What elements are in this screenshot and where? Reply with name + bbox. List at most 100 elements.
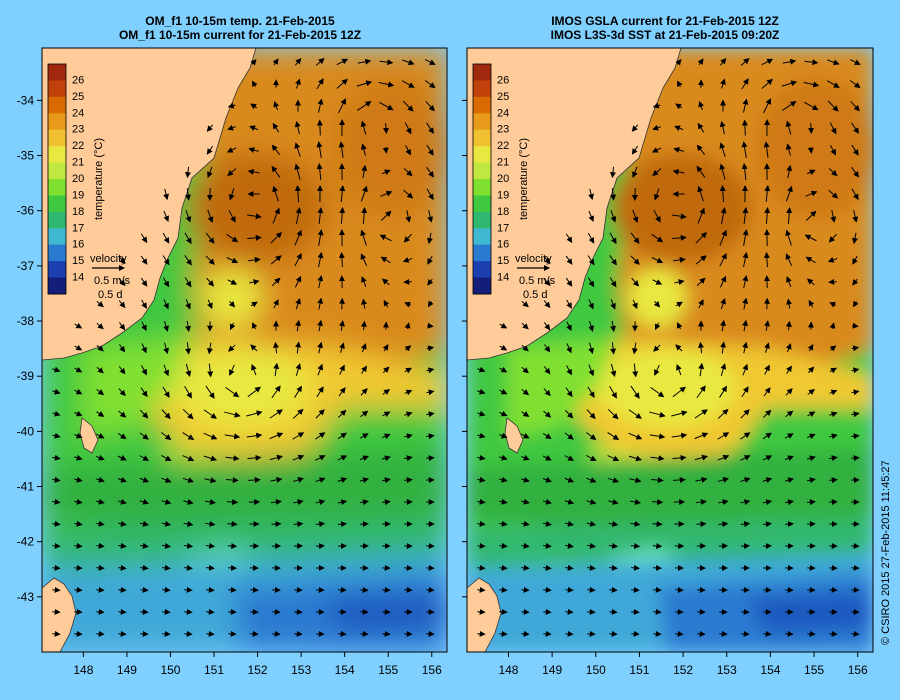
velocity-arrow (139, 520, 149, 527)
velocity-arrow (829, 322, 836, 329)
velocity-arrow (829, 433, 838, 440)
lon-tick-label: 156 (848, 663, 868, 677)
velocity-arrow (427, 322, 434, 329)
velocity-arrow (671, 410, 688, 417)
velocity-arrow (696, 521, 707, 528)
velocity-arrow (763, 98, 771, 114)
velocity-arrow (337, 499, 348, 506)
velocity-arrow (404, 389, 413, 396)
velocity-arrow (852, 322, 859, 329)
velocity-arrow (294, 142, 301, 157)
velocity-arrow (851, 166, 859, 178)
velocity-arrow (631, 124, 639, 132)
velocity-arrow (381, 278, 390, 286)
velocity-arrow (785, 343, 792, 353)
velocity-arrow (226, 233, 239, 243)
colorbar-tick-label: 14 (72, 272, 84, 284)
velocity-arrow (718, 521, 729, 528)
velocity-arrow (719, 142, 726, 157)
velocity-arrow (382, 499, 391, 506)
velocity-arrow (96, 344, 104, 352)
velocity-arrow (672, 213, 687, 220)
velocity-arrow (139, 498, 150, 505)
left-velocity-arrows (52, 57, 436, 637)
velocity-arrow (118, 520, 127, 527)
velocity-arrow (719, 385, 727, 398)
lon-tick-label: 150 (160, 663, 180, 677)
velocity-arrow (565, 277, 573, 287)
velocity-arrow (357, 101, 372, 111)
velocity-arrow (632, 209, 639, 223)
velocity-arrow (206, 608, 215, 615)
velocity-arrow (378, 81, 395, 88)
velocity-arrow (206, 145, 214, 155)
velocity-arrow (784, 499, 794, 506)
velocity-arrow (247, 213, 262, 220)
velocity-arrow (851, 389, 860, 396)
velocity-arrow (162, 608, 171, 615)
velocity-arrow (654, 364, 660, 376)
velocity-arrow (248, 476, 261, 483)
velocity-arrow (566, 365, 572, 376)
colorbar-tick-label: 20 (72, 173, 84, 185)
velocity-arrow (426, 389, 435, 396)
velocity-arrow (185, 299, 191, 310)
velocity-arrow (140, 542, 149, 549)
velocity-arrow (499, 542, 508, 549)
velocity-arrow (677, 322, 683, 330)
velocity-arrow (203, 432, 218, 440)
velocity-arrow (717, 408, 729, 419)
velocity-arrow (828, 233, 837, 243)
velocity-arrow (697, 341, 704, 354)
colorbar-tick-label: 26 (497, 74, 509, 86)
lat-tick-label: -38 (17, 314, 35, 328)
velocity-arrow (632, 363, 639, 378)
velocity-arrow (762, 432, 772, 440)
velocity-arrow (379, 59, 394, 66)
velocity-arrow (740, 58, 750, 66)
velocity-arrow (565, 586, 574, 593)
velocity-arrow (477, 410, 486, 417)
velocity-arrow (224, 411, 241, 418)
velocity-arrow (826, 80, 840, 88)
velocity-arrow (250, 103, 258, 110)
lat-tick-label: -41 (17, 480, 35, 494)
velocity-arrow (404, 302, 412, 308)
velocity-arrow (742, 297, 749, 310)
velocity-arrow (162, 586, 171, 593)
velocity-arrow (249, 125, 259, 132)
velocity-arrow (521, 300, 529, 308)
velocity-arrow (741, 163, 748, 181)
velocity-arrow (742, 341, 749, 354)
velocity-arrow (162, 232, 170, 244)
velocity-arrow (807, 433, 816, 440)
velocity-arrow (609, 385, 617, 399)
velocity-arrow (226, 477, 239, 484)
velocity-arrow (805, 210, 817, 221)
velocity-arrow (270, 255, 282, 265)
velocity-arrow (521, 476, 530, 483)
velocity-arrow (651, 233, 664, 243)
colorbar-tick-label: 21 (72, 157, 84, 169)
velocity-arrow (740, 499, 751, 506)
velocity-arrow (631, 277, 640, 287)
velocity-arrow (360, 185, 368, 202)
colorbar-segment (48, 80, 66, 98)
velocity-arrow (184, 255, 192, 266)
velocity-arrow (356, 80, 373, 87)
velocity-arrow (830, 145, 836, 156)
velocity-arrow (543, 410, 552, 418)
velocity-arrow (183, 499, 194, 505)
velocity-arrow (628, 409, 642, 419)
colorbar-tick-label: 19 (497, 189, 509, 201)
velocity-arrow (544, 344, 551, 353)
velocity-arrow (96, 454, 105, 461)
velocity-arrow (521, 432, 530, 439)
velocity-arrow (140, 277, 148, 287)
velocity-arrow (316, 386, 324, 398)
velocity-arrow (764, 364, 770, 375)
velocity-arrow (360, 388, 368, 396)
lon-tick-label: 148 (498, 663, 518, 677)
velocity-arrow (782, 58, 797, 65)
velocity-arrow (119, 344, 126, 353)
